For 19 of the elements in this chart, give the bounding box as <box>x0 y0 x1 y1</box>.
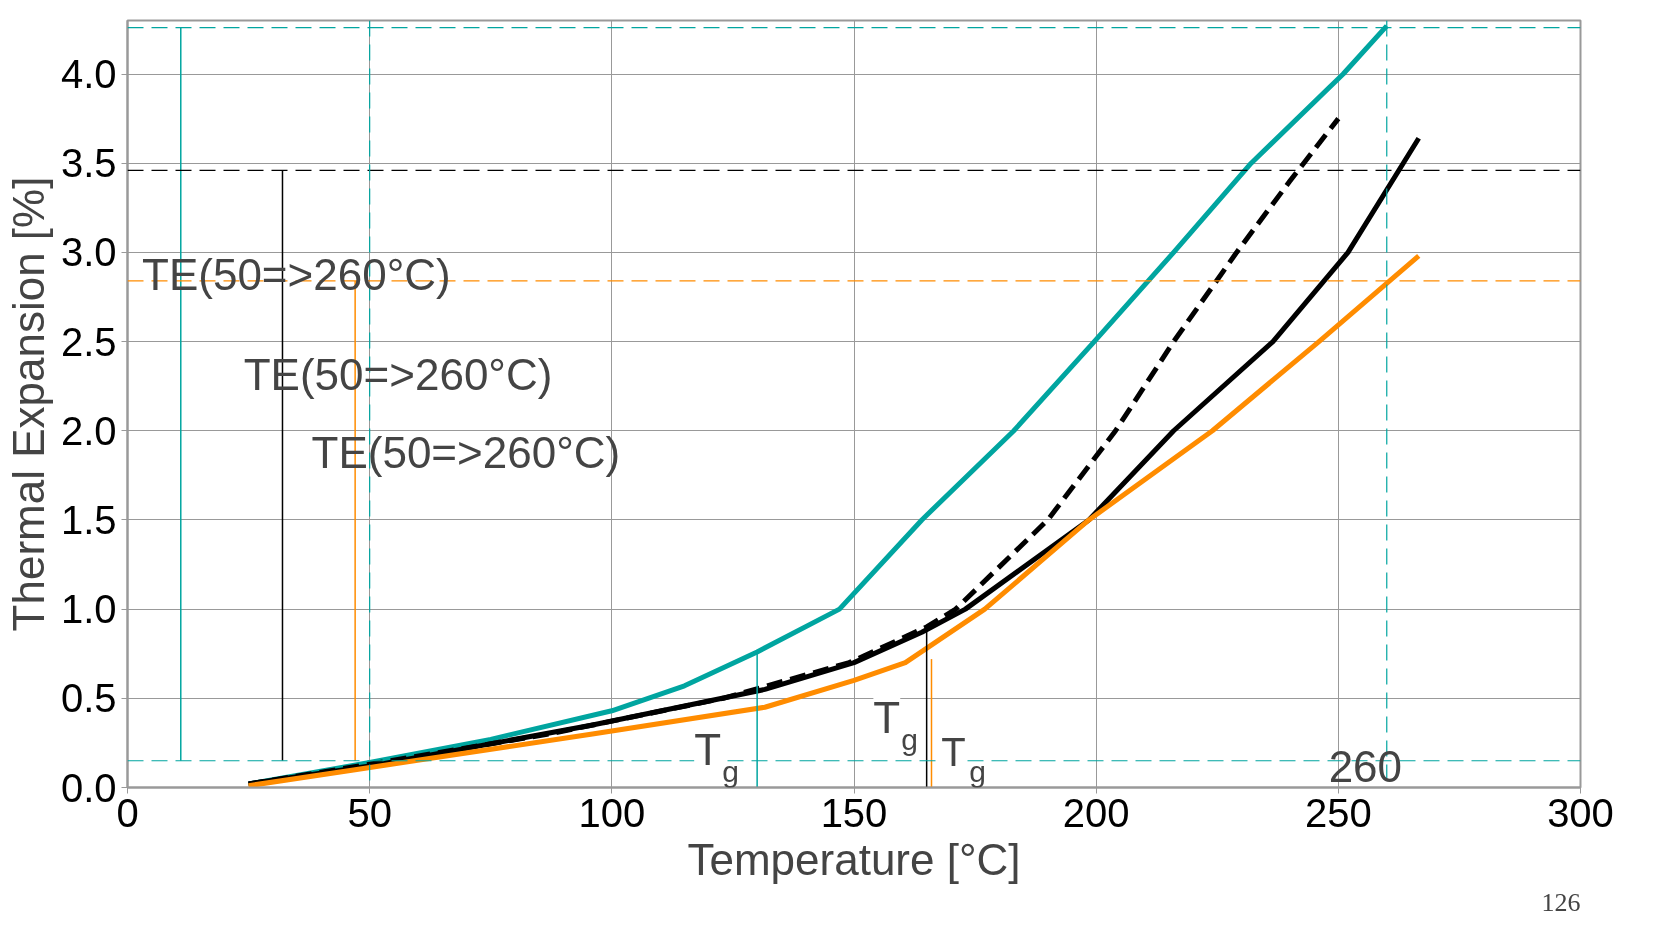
x-tick-label: 0 <box>116 790 139 835</box>
y-tick-label: 3.5 <box>60 141 117 186</box>
y-tick-label: 0.5 <box>60 676 117 721</box>
text: 126 <box>1541 887 1581 917</box>
x-tick-label: 250 <box>1304 790 1372 835</box>
x-axis-title: Temperature [°C] <box>687 834 1021 884</box>
y-tick-label: 2.0 <box>60 408 117 453</box>
y-tick-label: 0.0 <box>60 765 117 810</box>
y-tick-label: 4.0 <box>60 52 117 97</box>
x-tick-label: 300 <box>1547 790 1614 835</box>
y-tick-label: 3.0 <box>60 230 117 275</box>
y-tick-label: 1.0 <box>60 587 117 632</box>
y-tick-label: 1.5 <box>60 497 117 542</box>
x-tick-label: 200 <box>1062 790 1130 835</box>
x-tick-label: 100 <box>578 790 646 835</box>
x-tick-label: 50 <box>347 790 392 835</box>
y-tick-label: 2.5 <box>60 319 117 364</box>
y-axis-title: Thermal Expansion [%] <box>3 176 53 632</box>
x-tick-label: 150 <box>820 790 888 835</box>
